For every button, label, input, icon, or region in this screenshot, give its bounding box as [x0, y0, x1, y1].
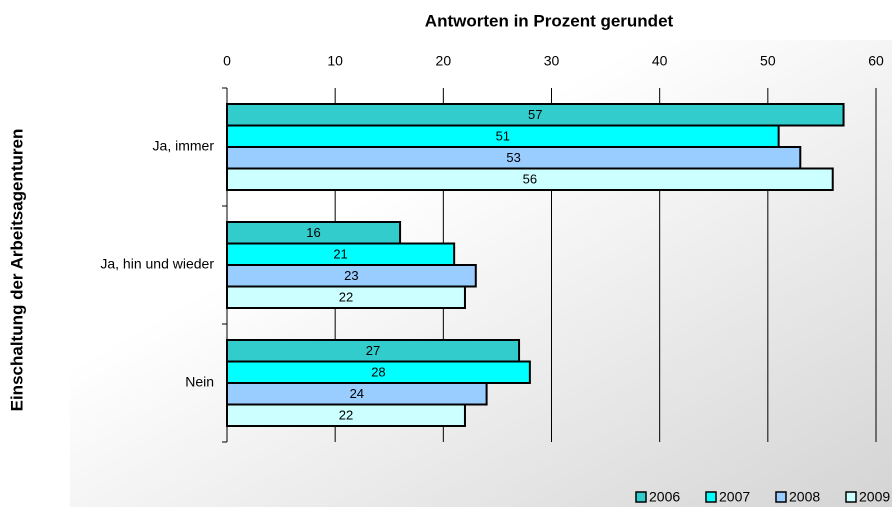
- legend-label: 2009: [859, 489, 890, 505]
- bar-value-label: 56: [523, 172, 537, 187]
- bar-value-label: 57: [528, 107, 542, 122]
- legend-label: 2006: [649, 489, 680, 505]
- legend-swatch: [775, 491, 787, 503]
- y-tick-label: Ja, immer: [153, 138, 215, 154]
- bar: [226, 167, 834, 191]
- x-tick-label: 10: [327, 53, 343, 69]
- legend-label: 2007: [719, 489, 750, 505]
- bar: [226, 403, 466, 427]
- chart-title: Antworten in Prozent gerundet: [425, 11, 674, 30]
- bar-value-label: 22: [339, 290, 353, 305]
- bar-value-label: 16: [306, 225, 320, 240]
- legend-swatch: [845, 491, 857, 503]
- x-tick-label: 60: [868, 53, 884, 69]
- x-tick-label: 20: [436, 53, 452, 69]
- bar-value-label: 24: [350, 386, 364, 401]
- y-tick-label: Nein: [185, 374, 214, 390]
- legend-swatch: [635, 491, 647, 503]
- bar-value-label: 28: [371, 365, 385, 380]
- x-tick-label: 40: [652, 53, 668, 69]
- bar-value-label: 21: [333, 247, 347, 262]
- bar-value-label: 22: [339, 408, 353, 423]
- bar-value-label: 27: [366, 343, 380, 358]
- bar-value-label: 53: [506, 150, 520, 165]
- x-tick-label: 30: [544, 53, 560, 69]
- bar: [226, 285, 466, 309]
- bar-value-label: 23: [344, 268, 358, 283]
- legend-label: 2008: [789, 489, 820, 505]
- x-tick-label: 0: [223, 53, 231, 69]
- bar-value-label: 51: [496, 129, 510, 144]
- y-tick-label: Ja, hin und wieder: [100, 256, 214, 272]
- x-tick-label: 50: [760, 53, 776, 69]
- legend-swatch: [705, 491, 717, 503]
- y-axis-label: Einschaltung der Arbeitsagenturen: [7, 129, 26, 412]
